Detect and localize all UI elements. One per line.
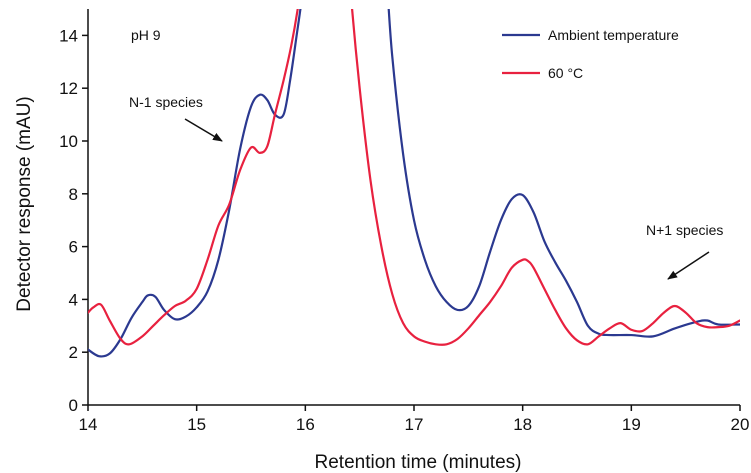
series-layer [88,9,740,358]
series-line-ambient-temperature-0 [88,9,302,358]
y-axis-title: Detector response (mAU) [14,96,35,311]
y-tick-label: 10 [59,132,78,151]
x-tick-label: 17 [405,415,424,434]
n-plus-1-label: N+1 species [646,222,723,238]
y-tick-label: 14 [59,26,78,45]
y-tick-label: 8 [69,185,78,204]
y-tick-label: 0 [69,396,78,415]
y-tick-label: 6 [69,238,78,257]
series-line-ambient-temperature-2 [387,9,740,338]
x-axis-title: Retention time (minutes) [315,452,522,473]
series-line-60-c-3 [350,9,740,346]
y-tick-label: 12 [59,79,78,98]
x-ticks: 14 15 16 17 18 19 20 [79,405,750,434]
ph-annotation: pH 9 [131,27,161,43]
y-tick-label: 4 [69,290,78,309]
legend-label-60c: 60 °C [548,65,583,81]
x-tick-label: 19 [622,415,641,434]
n-minus-1-arrow [184,118,223,142]
x-tick-label: 16 [296,415,315,434]
x-tick-label: 20 [731,415,750,434]
x-tick-label: 15 [187,415,206,434]
n-minus-1-label: N-1 species [129,94,203,110]
x-tick-label: 18 [513,415,532,434]
legend: Ambient temperature 60 °C [502,27,679,81]
series-line-60-c-1 [88,9,299,346]
legend-label-ambient: Ambient temperature [548,27,679,43]
n-plus-1-arrow [667,251,710,280]
y-tick-label: 2 [69,343,78,362]
y-ticks: 0 2 4 6 8 10 12 14 [59,26,88,415]
x-tick-label: 14 [79,415,98,434]
